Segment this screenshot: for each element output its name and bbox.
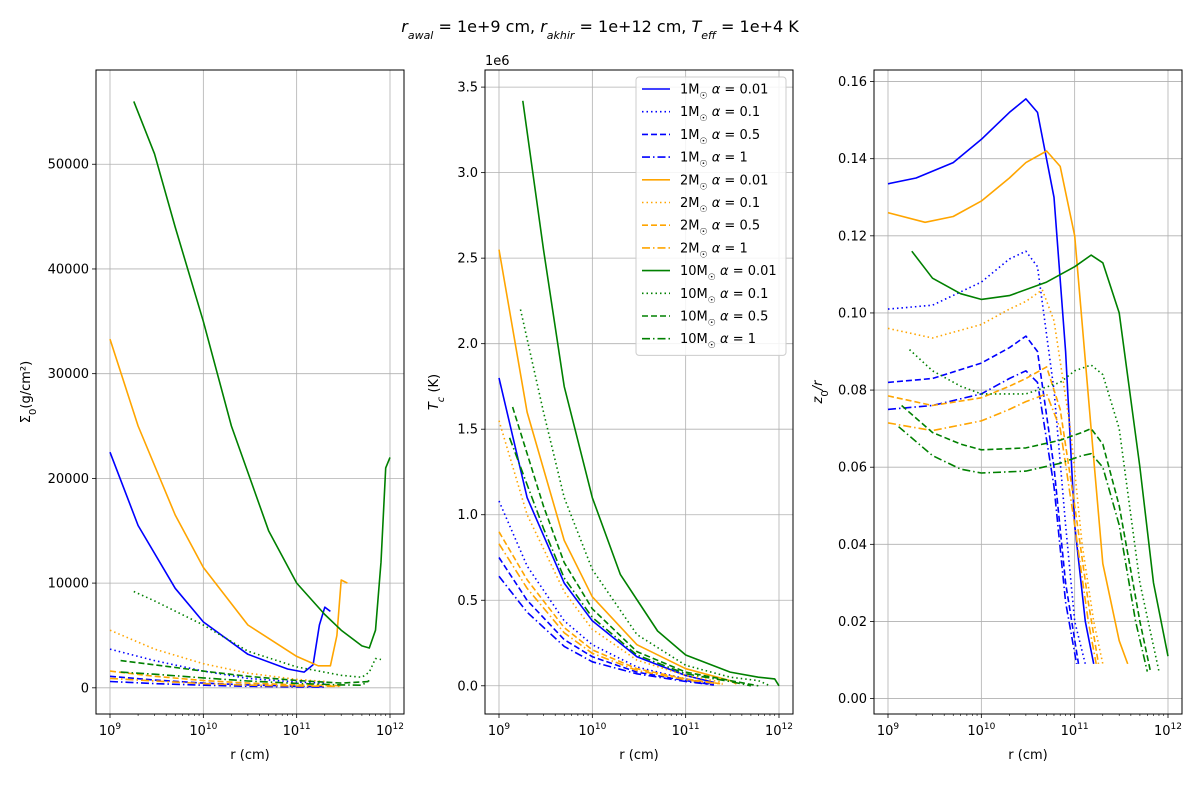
y-tick-label: 0.06 [838,461,867,476]
series-line [498,543,723,685]
series-line [522,100,780,687]
y-tick-label: 3.0 [457,166,478,181]
y-tick-label: 0.08 [838,384,867,399]
y-tick-label: 0.10 [838,306,867,321]
y-tick-label: 0.5 [457,594,478,609]
x-tick-label: 1010 [189,722,217,739]
series-line [887,335,1080,665]
y-tick-label: 0.00 [838,692,867,707]
x-tick-label: 1011 [283,722,311,739]
legend: 1M☉ α = 0.01 1M☉ α = 0.1 1M☉ α = 0.5 1M☉ α … [635,76,787,356]
y-tick-label: 10000 [48,577,89,592]
series-line [109,648,325,684]
axes-frame [95,69,405,715]
series-line [498,531,723,685]
series-line [887,150,1129,665]
y-tick-label: 0.16 [838,75,867,90]
series-line [887,393,1097,665]
series-line [498,557,714,686]
series-line [908,349,1160,672]
y-tick-label: 0.04 [838,538,867,553]
series-line [511,406,759,687]
y-tick-label: 0 [81,681,89,696]
x-tick-label: 1012 [1154,722,1182,739]
series-line [898,426,1149,672]
legend-label: 10M☉ α = 0.01 [680,264,777,283]
legend-box [635,76,787,356]
temperature-panel: 109 1010 1011 1012 0.0 0.5 1.0 1.5 2.0 2.5 3.0 3.5 1… [427,54,794,763]
legend-label: 1M☉ α = 0.01 [680,83,768,102]
y-tick-label: 0.0 [457,679,478,694]
x-tick-label: 1011 [1061,722,1089,739]
x-tick-label: 1010 [967,722,995,739]
y-tick-label: 40000 [48,262,89,277]
x-tick-label: 1010 [578,722,606,739]
legend-label: 10M☉ α = 0.1 [680,287,768,306]
series-line [109,629,325,683]
series-line [109,680,325,688]
series-line [498,575,714,686]
y-tick-label: 0.14 [838,152,867,167]
y-axis-label: Tc (K) [427,374,447,410]
sigma-panel: 109 1010 1011 1012 0 10000 20000 30000 40000 5000… [19,69,405,763]
x-tick-label: 1011 [672,722,700,739]
series-line [133,590,382,679]
series-line [508,437,752,687]
legend-label: 2M☉ α = 0.5 [680,219,760,238]
axes-frame [873,69,1183,715]
series-line [901,404,1152,672]
legend-label: 1M☉ α = 1 [680,151,748,170]
height-ratio-panel: 109 1010 1011 1012 0.00 0.02 0.04 0.06 0.08 0.10 0… [811,69,1183,763]
x-tick-label: 109 [99,722,122,739]
y-offset-label: 1e6 [485,54,510,69]
x-tick-label: 1012 [376,722,404,739]
series-line [911,250,1169,657]
legend-label: 2M☉ α = 0.1 [680,196,760,215]
legend-label: 10M☉ α = 1 [680,332,756,351]
series-line [109,338,348,667]
x-tick-label: 1012 [765,722,793,739]
series-line [109,677,342,688]
y-tick-label: 20000 [48,472,89,487]
series-line [887,370,1078,665]
series-line [120,659,370,684]
series-line [887,250,1087,665]
y-tick-label: 1.5 [457,423,478,438]
y-tick-label: 2.5 [457,252,478,267]
series-line [519,309,771,687]
series-line [887,366,1100,665]
y-tick-label: 50000 [48,158,89,173]
legend-label: 2M☉ α = 1 [680,241,748,260]
y-axis-label: Σ0(g/cm²) [19,361,39,423]
figure-title: rawal = 1e+9 cm, rakhir = 1e+12 cm, Teff… [401,17,799,42]
series-line [133,101,391,649]
y-tick-label: 0.12 [838,229,867,244]
x-axis-label: r (cm) [230,748,269,763]
series-line [498,377,714,684]
y-tick-label: 1.0 [457,508,478,523]
x-axis-label: r (cm) [619,748,658,763]
y-tick-label: 2.0 [457,337,478,352]
legend-label: 2M☉ α = 0.01 [680,173,768,192]
axes-frame [484,69,794,715]
x-tick-label: 109 [877,722,900,739]
legend-label: 1M☉ α = 0.1 [680,105,760,124]
series-line [120,671,370,686]
legend-label: 10M☉ α = 0.5 [680,310,768,329]
series-line [109,670,342,687]
x-axis-label: r (cm) [1008,748,1047,763]
x-tick-label: 109 [488,722,511,739]
series-line [498,420,723,684]
y-tick-label: 3.5 [457,81,478,96]
series-line [887,289,1104,665]
legend-label: 1M☉ α = 0.5 [680,128,760,147]
series-line [109,451,331,673]
y-tick-label: 0.02 [838,615,867,630]
y-tick-label: 30000 [48,367,89,382]
y-axis-label: z0/r [811,379,831,405]
